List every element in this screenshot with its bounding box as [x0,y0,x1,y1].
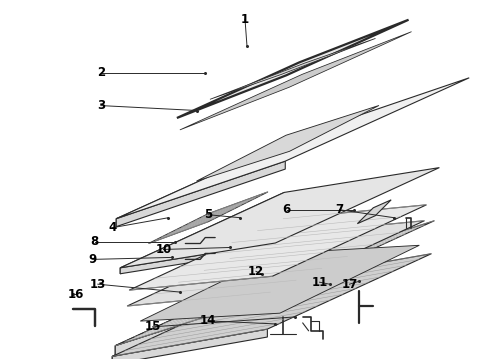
Polygon shape [112,329,268,360]
Polygon shape [177,20,409,118]
Text: 9: 9 [89,253,97,266]
Text: 3: 3 [97,99,105,112]
Polygon shape [115,221,435,346]
Text: 13: 13 [90,278,106,291]
Text: 12: 12 [248,265,264,278]
Polygon shape [115,270,279,356]
Text: 11: 11 [312,276,328,289]
Polygon shape [116,161,285,227]
Text: 6: 6 [283,203,291,216]
Polygon shape [129,205,426,290]
Polygon shape [120,243,275,274]
Polygon shape [210,39,375,99]
Polygon shape [112,281,276,360]
Polygon shape [148,192,268,243]
Text: 1: 1 [241,13,249,26]
Text: 16: 16 [68,288,84,301]
Polygon shape [116,78,469,219]
Polygon shape [140,245,419,321]
Polygon shape [120,192,284,274]
Text: 15: 15 [145,320,161,333]
Text: 7: 7 [335,203,343,216]
Text: 8: 8 [91,235,99,248]
Polygon shape [196,105,379,181]
Polygon shape [112,254,431,356]
Polygon shape [120,168,440,268]
Polygon shape [115,296,270,356]
Text: 10: 10 [155,243,172,256]
Text: 5: 5 [204,208,212,221]
Text: 4: 4 [109,221,117,234]
Polygon shape [116,135,300,227]
Text: 2: 2 [97,66,105,79]
Polygon shape [357,200,391,224]
Text: 17: 17 [341,278,358,291]
Text: 14: 14 [200,314,217,327]
Polygon shape [127,221,424,306]
Polygon shape [180,32,412,130]
